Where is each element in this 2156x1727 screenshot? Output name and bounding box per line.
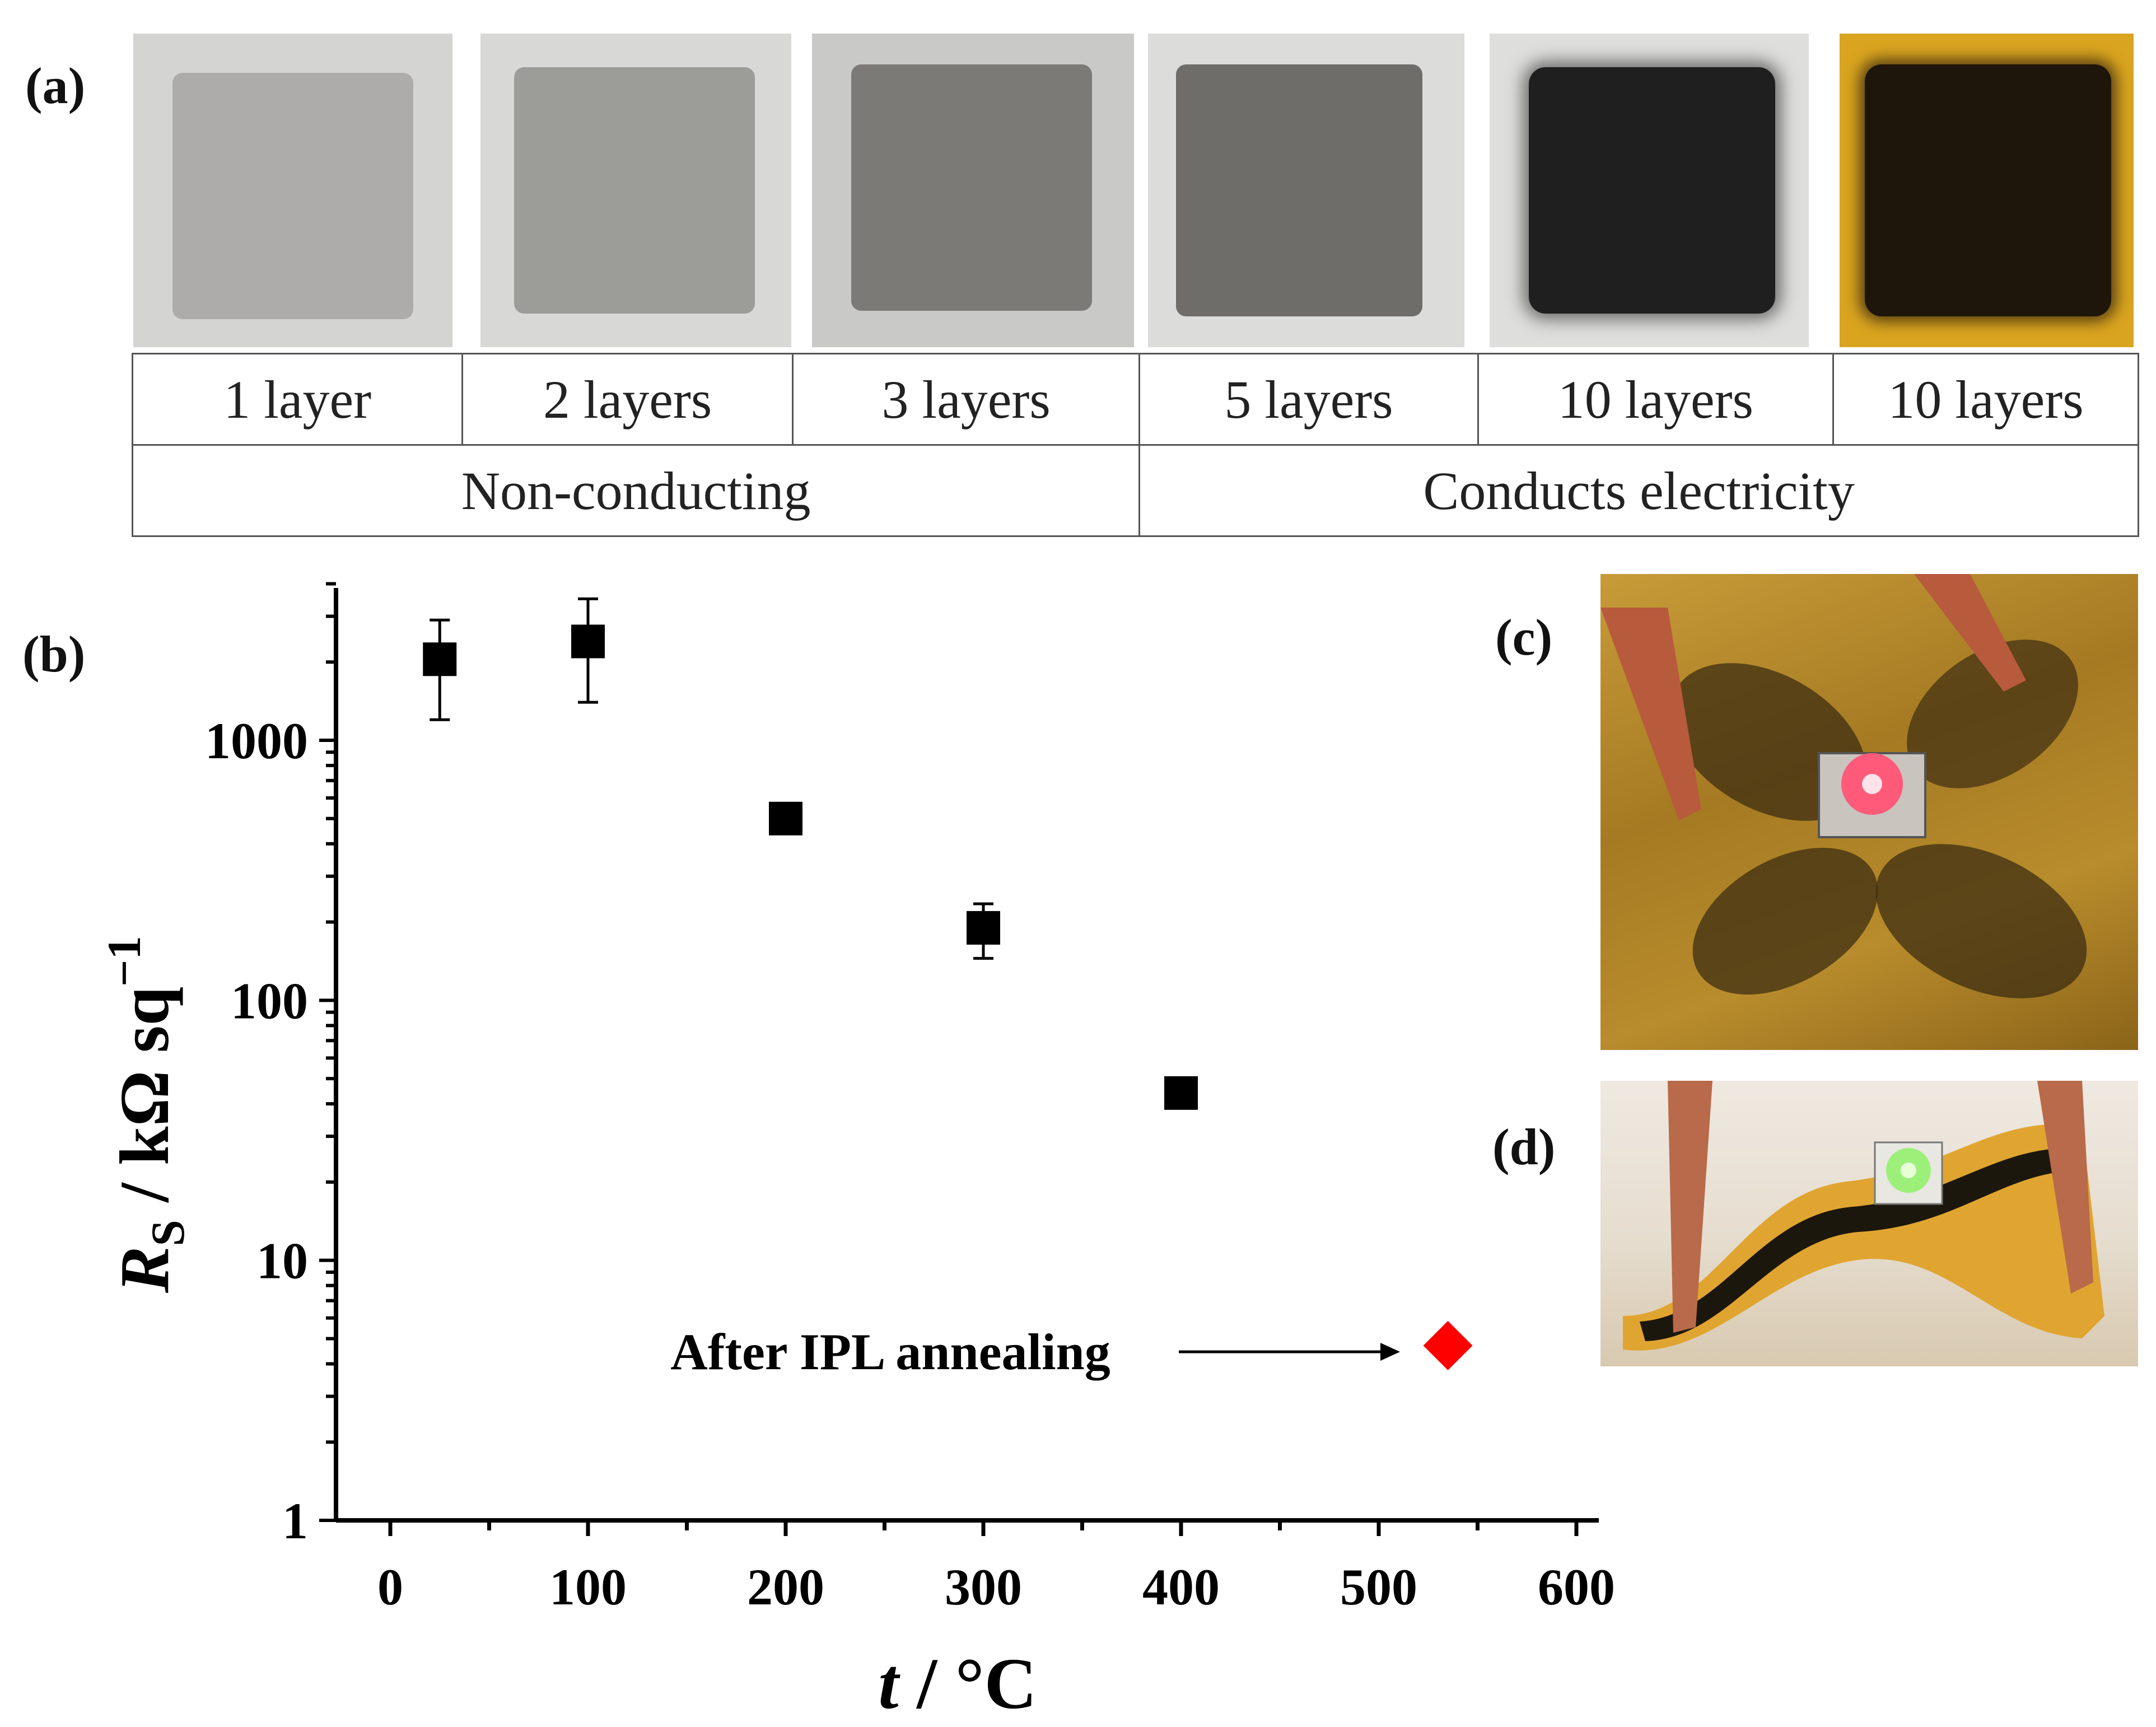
x-tick-label: 0 bbox=[377, 1558, 403, 1616]
x-tick-label: 500 bbox=[1340, 1558, 1417, 1616]
photo-2-layers bbox=[480, 34, 791, 347]
panel-label-c: (c) bbox=[1495, 609, 1553, 666]
layer-label-6: 10 layers bbox=[1832, 353, 2140, 446]
y-tick-label: 1000 bbox=[205, 712, 308, 769]
photo-led-green-flexible bbox=[1600, 1081, 2138, 1366]
group-non-conducting: Non-conducting bbox=[131, 444, 1141, 537]
data-point-diamond bbox=[1423, 1320, 1473, 1370]
layer-label-4: 5 layers bbox=[1138, 353, 1479, 446]
x-tick-label: 600 bbox=[1538, 1558, 1615, 1616]
photo-10-layers-paper bbox=[1490, 34, 1809, 347]
data-point-square bbox=[1164, 1076, 1198, 1110]
photo-led-red-kapton bbox=[1600, 574, 2138, 1050]
x-axis-label: t / °C bbox=[878, 1644, 1037, 1724]
y-tick-label: 100 bbox=[231, 972, 308, 1029]
data-point-square bbox=[423, 642, 457, 676]
layer-label-1: 1 layer bbox=[131, 353, 464, 446]
annotation-ipl-label: After IPL annealing bbox=[670, 1323, 1110, 1380]
x-tick-label: 200 bbox=[747, 1558, 824, 1616]
led-red-illustration bbox=[1600, 574, 2087, 998]
layer-label-5: 10 layers bbox=[1477, 353, 1834, 446]
photo-3-layers bbox=[812, 34, 1134, 347]
x-tick-label: 100 bbox=[549, 1558, 627, 1616]
data-point-square bbox=[967, 911, 1000, 945]
group-conducts-electricity: Conducts electricity bbox=[1138, 444, 2139, 537]
data-point-square bbox=[769, 801, 802, 836]
layer-label-2: 2 layers bbox=[461, 353, 794, 446]
layer-table: 1 layer 2 layers 3 layers 5 layers 10 la… bbox=[131, 353, 2140, 537]
photo-10-layers-kapton bbox=[1840, 34, 2134, 347]
y-axis-label: RS / kΩ sq−1 bbox=[98, 936, 194, 1294]
panel-label-a: (a) bbox=[25, 57, 86, 114]
y-tick-label: 1 bbox=[282, 1492, 308, 1549]
panel-label-d: (d) bbox=[1492, 1118, 1556, 1175]
photo-5-layers bbox=[1148, 34, 1464, 347]
layer-label-3: 3 layers bbox=[791, 353, 1141, 446]
x-tick-label: 400 bbox=[1142, 1558, 1220, 1616]
led-green-illustration bbox=[1623, 1081, 2104, 1351]
panel-label-b: (b) bbox=[22, 626, 86, 683]
y-tick-label: 10 bbox=[256, 1233, 308, 1290]
annotation-arrow-head bbox=[1380, 1343, 1400, 1361]
x-tick-label: 300 bbox=[945, 1558, 1022, 1616]
data-point-square bbox=[571, 624, 605, 659]
photo-1-layer bbox=[133, 34, 452, 347]
